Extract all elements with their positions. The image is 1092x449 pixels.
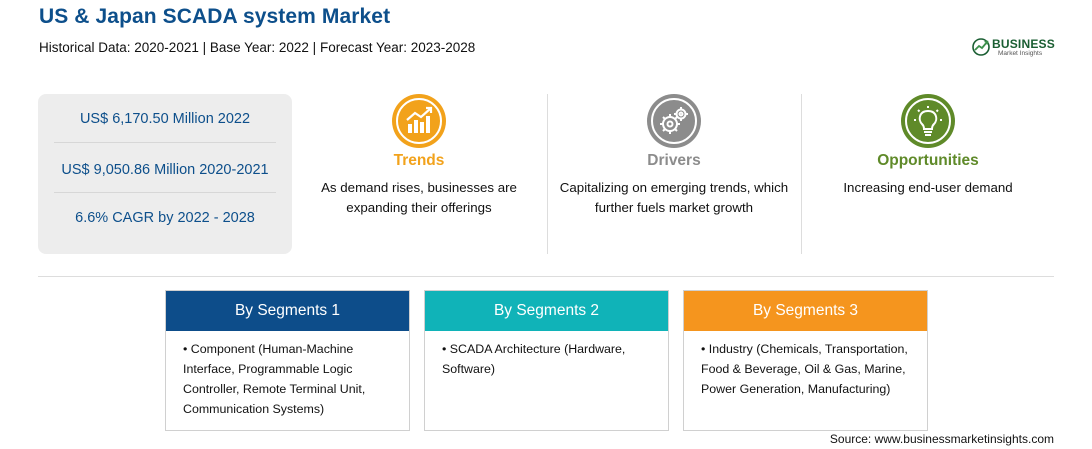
logo-wordmark: BUSINESS (992, 37, 1055, 51)
opportunities-text: Increasing end-user demand (843, 180, 1013, 195)
drivers-title: Drivers (647, 152, 701, 169)
stat-divider (54, 192, 276, 193)
logo-globe-icon (972, 38, 990, 56)
column-divider (801, 94, 802, 254)
logo-tagline: Market Insights (998, 50, 1043, 57)
trends-text: As demand rises, businesses are expandin… (321, 180, 517, 215)
trend-chart-icon (392, 94, 446, 148)
segment-3-title: By Segments 3 (684, 291, 927, 331)
segment-2-title: By Segments 2 (425, 291, 668, 331)
section-divider (38, 276, 1054, 277)
segment-card-1: By Segments 1 • Component (Human-Machine… (165, 290, 410, 431)
opportunities-title: Opportunities (877, 152, 979, 169)
segment-3-body: • Industry (Chemicals, Transportation, F… (701, 342, 908, 396)
stat-divider (54, 142, 276, 143)
segment-card-3: By Segments 3 • Industry (Chemicals, Tra… (683, 290, 928, 431)
segment-2-body: • SCADA Architecture (Hardware, Software… (442, 342, 626, 376)
opportunities-card: Opportunities Increasing end-user demand (813, 94, 1043, 198)
drivers-card: Drivers Capitalizing on emerging trends,… (559, 94, 789, 218)
column-divider (547, 94, 548, 254)
company-logo[interactable]: BUSINESS Market Insights (972, 34, 1062, 60)
segment-card-2: By Segments 2 • SCADA Architecture (Hard… (424, 290, 669, 431)
market-stats-panel: US$ 6,170.50 Million 2022 US$ 9,050.86 M… (38, 94, 292, 254)
drivers-text: Capitalizing on emerging trends, which f… (559, 180, 789, 215)
segment-1-title: By Segments 1 (166, 291, 409, 331)
gears-icon (647, 94, 701, 148)
segment-1-body: • Component (Human-Machine Interface, Pr… (183, 342, 366, 416)
trends-card: Trends As demand rises, businesses are e… (304, 94, 534, 218)
page-title: US & Japan SCADA system Market (39, 5, 391, 28)
stat-market-size-2022: US$ 6,170.50 Million 2022 (79, 111, 251, 127)
stat-market-size-historical: US$ 9,050.86 Million 2020-2021 (61, 162, 269, 178)
stat-cagr: 6.6% CAGR by 2022 - 2028 (75, 210, 255, 226)
lightbulb-icon (901, 94, 955, 148)
source-credit[interactable]: Source: www.businessmarketinsights.com (829, 432, 1054, 446)
page-subtitle: Historical Data: 2020-2021 | Base Year: … (39, 40, 476, 55)
trends-title: Trends (393, 152, 445, 169)
